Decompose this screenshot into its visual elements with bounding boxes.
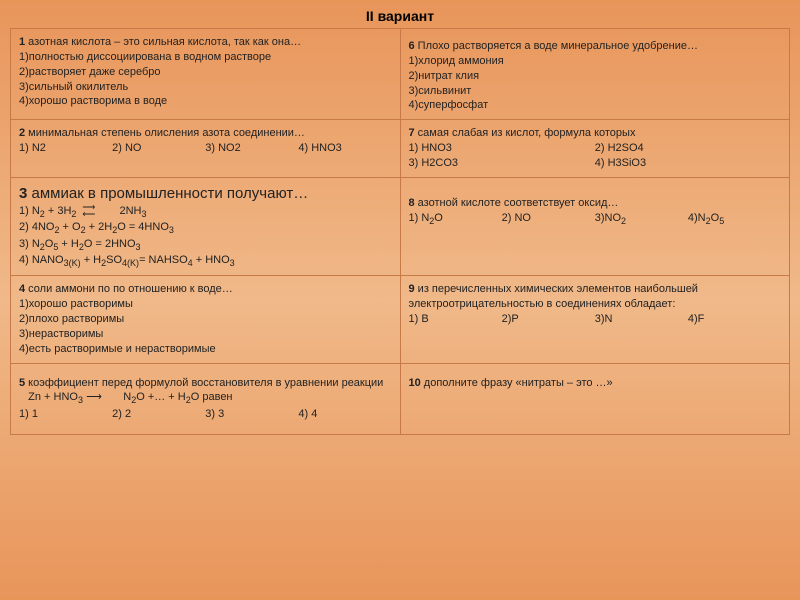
- cell-q9: 9 из перечисленных химических элементов …: [400, 276, 790, 363]
- q6-opt4: 4)суперфосфат: [409, 99, 489, 111]
- q6-stem: Плохо растворяется а воде минеральное уд…: [415, 40, 698, 52]
- slide: II вариант 1 азотная кислота – это сильн…: [0, 0, 800, 600]
- slide-title: II вариант: [10, 8, 790, 24]
- q4-opt4: 4)есть растворимые и нерастворимые: [19, 343, 216, 355]
- q4-opt3: 3)нерастворимы: [19, 328, 103, 340]
- q1-opt3: 3)сильный окилитель: [19, 81, 128, 93]
- cell-q3: 3 аммиак в промышленности получают… 1) N…: [11, 177, 401, 276]
- q3-stem: аммиак в промышленности получают…: [27, 185, 308, 202]
- q7-b: 2) H2SO4: [595, 141, 781, 156]
- q5-c: 3) 3: [205, 407, 298, 422]
- q7-row1: 1) HNO3 2) H2SO4: [409, 141, 782, 156]
- q5-a: 1) 1: [19, 407, 112, 422]
- q9-a: 1) B: [409, 312, 502, 327]
- q2-c: 3) NO2: [205, 141, 298, 156]
- q8-stem: азотной кислоте соответствует оксид…: [415, 197, 619, 209]
- q4-stem: соли аммони по по отношению к воде…: [25, 283, 233, 295]
- q1-opt1: 1)полностью диссоциирована в водном раст…: [19, 51, 271, 63]
- cell-q7: 7 самая слабая из кислот, формула которы…: [400, 120, 790, 178]
- q9-c: 3)N: [595, 312, 688, 327]
- arrow-icon: ⟶⟵: [76, 204, 116, 219]
- q8-a: 1) N2O: [409, 211, 502, 227]
- cell-q4: 4 соли аммони по по отношению к воде… 1)…: [11, 276, 401, 363]
- cell-q8: 8 азотной кислоте соответствует оксид… 1…: [400, 177, 790, 276]
- q2-stem: минимальная степень олисления азота соед…: [25, 127, 305, 139]
- q10-stem: дополните фразу «нитраты – это …»: [421, 377, 613, 389]
- q4-opt2: 2)плохо растворимы: [19, 313, 124, 325]
- q6-opt1: 1)хлорид аммония: [409, 55, 504, 67]
- q5-b: 2) 2: [112, 407, 205, 422]
- q7-a: 1) HNO3: [409, 141, 595, 156]
- q5-opts: 1) 1 2) 2 3) 3 4) 4: [19, 407, 392, 422]
- q9-d: 4)F: [688, 312, 781, 327]
- q6-opt3: 3)сильвинит: [409, 85, 472, 97]
- q10-num: 10: [409, 377, 421, 389]
- questions-table: 1 азотная кислота – это сильная кислота,…: [10, 28, 790, 435]
- q8-d: 4)N2O5: [688, 211, 781, 227]
- q2-b: 2) NO: [112, 141, 205, 156]
- q9-stem: из перечисленных химических элементов на…: [409, 283, 698, 310]
- q3-o1: 1) N2 + 3H2 ⟶⟵ 2NH3: [19, 205, 147, 217]
- q1-stem: азотная кислота – это сильная кислота, т…: [25, 36, 301, 48]
- cell-q6: 6 Плохо растворяется а воде минеральное …: [400, 29, 790, 120]
- q7-d: 4) H3SiO3: [595, 156, 781, 171]
- cell-q1: 1 азотная кислота – это сильная кислота,…: [11, 29, 401, 120]
- q1-opt2: 2)растворяет даже серебро: [19, 66, 161, 78]
- q4-opt1: 1)хорошо растворимы: [19, 298, 133, 310]
- q8-opts: 1) N2O 2) NO 3)NO2 4)N2O5: [409, 211, 782, 227]
- q3-o4: 4) NANO3(K) + H2SO4(K)= NAHSO4 + HNO3: [19, 254, 235, 266]
- q8-c: 3)NO2: [595, 211, 688, 227]
- cell-q5: 5 коэффициент перед формулой восстановит…: [11, 363, 401, 434]
- q3-o3: 3) N2O5 + H2O = 2HNO3: [19, 238, 141, 250]
- q1-opt4: 4)хорошо растворима в воде: [19, 95, 167, 107]
- cell-q10: 10 дополните фразу «нитраты – это …»: [400, 363, 790, 434]
- q6-opt2: 2)нитрат клия: [409, 70, 480, 82]
- cell-q2: 2 минимальная степень олисления азота со…: [11, 120, 401, 178]
- arrow-icon: ⟶: [83, 391, 102, 403]
- q9-opts: 1) B 2)P 3)N 4)F: [409, 312, 782, 327]
- q8-b: 2) NO: [502, 211, 595, 227]
- q5-eq: Zn + HNO3 ⟶ N2O +… + H2O равен: [19, 391, 233, 403]
- q5-d: 4) 4: [298, 407, 391, 422]
- q7-stem: самая слабая из кислот, формула которых: [415, 127, 636, 139]
- q3-o2: 2) 4NO2 + O2 + 2H2O = 4HNO3: [19, 221, 174, 233]
- q2-opts: 1) N2 2) NO 3) NO2 4) HNO3: [19, 141, 392, 156]
- q7-c: 3) H2CO3: [409, 156, 595, 171]
- q5-stem: коэффициент перед формулой восстановител…: [25, 377, 383, 389]
- q2-d: 4) HNO3: [298, 141, 391, 156]
- q7-row2: 3) H2CO3 4) H3SiO3: [409, 156, 782, 171]
- q9-b: 2)P: [502, 312, 595, 327]
- q2-a: 1) N2: [19, 141, 112, 156]
